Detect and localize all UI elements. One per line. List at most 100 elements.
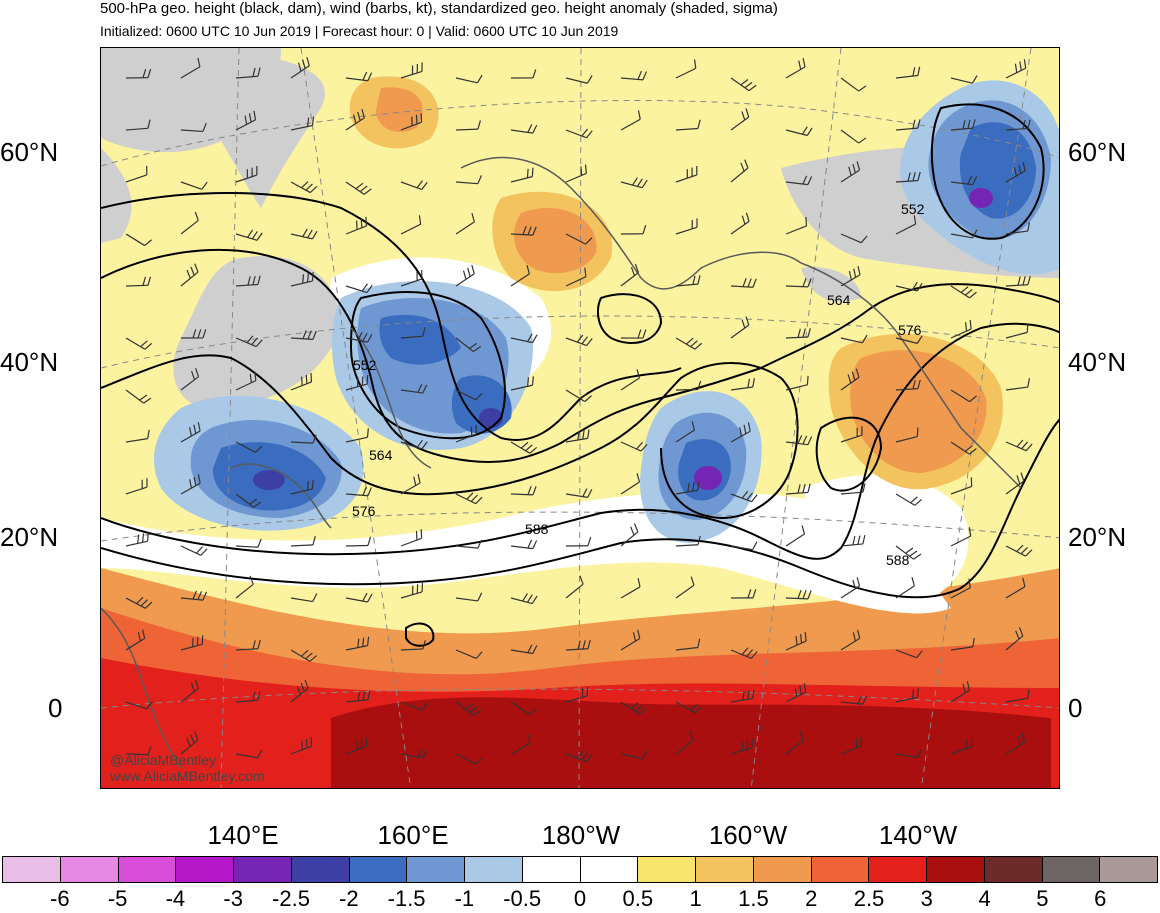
wind-barb <box>675 59 697 79</box>
wind-barb <box>125 629 146 651</box>
colorbar-swatch <box>696 857 754 882</box>
wind-barb <box>400 701 428 711</box>
contour-label-576-west: 576 <box>352 503 376 519</box>
graticule-180 <box>578 48 582 788</box>
wind-barb <box>290 679 309 703</box>
colorbar-swatch <box>1100 857 1157 882</box>
wind-barb <box>785 278 812 288</box>
colorbar-tick-label: -5 <box>107 886 128 911</box>
contour-label-564-west: 564 <box>369 447 393 463</box>
anomaly-zero-patch <box>801 474 969 608</box>
colorbar-swatch <box>1042 857 1101 882</box>
wind-barb <box>565 75 593 84</box>
colorbar-tick-label: -1.5 <box>387 886 426 911</box>
lat-label-20n-right: 20°N <box>1068 522 1127 552</box>
contour-label-588-east: 588 <box>886 552 910 568</box>
wind-barb <box>895 335 923 344</box>
wind-barb <box>895 688 919 703</box>
graticule <box>101 48 1059 788</box>
wind-barb <box>180 57 201 79</box>
wind-barb <box>510 485 537 496</box>
wind-barb <box>510 333 538 344</box>
wind-barb <box>950 175 978 186</box>
colorbar-tick-label: -2.5 <box>272 886 310 911</box>
wind-barb <box>400 327 426 339</box>
wind-barb <box>125 165 148 183</box>
wind-barb <box>345 536 372 547</box>
wind-barb <box>345 428 369 443</box>
wind-barb <box>290 593 318 603</box>
wind-barb <box>180 545 208 556</box>
wind-barb <box>125 745 152 756</box>
wind-barb <box>675 380 702 391</box>
contour-label-552-ne: 552 <box>901 201 925 217</box>
wind-barb <box>455 592 483 602</box>
wind-barb <box>125 701 153 710</box>
colorbar-swatch <box>118 857 177 882</box>
wind-barb <box>730 212 750 235</box>
wind-barb <box>565 575 584 599</box>
wind-barb <box>345 71 373 82</box>
wind-barb <box>895 427 919 443</box>
wind-barb <box>400 439 428 450</box>
colorbar-swatch <box>522 857 581 882</box>
wind-barb <box>180 635 204 651</box>
wind-barb <box>455 753 483 765</box>
colorbar-tick-label: 0.5 <box>622 886 654 911</box>
wind-barb <box>1005 577 1026 599</box>
wind-barb <box>1005 275 1031 287</box>
wind-barb <box>840 368 860 391</box>
graticule-60n <box>101 99 1059 167</box>
wind-barb <box>840 483 866 495</box>
wind-barb <box>345 283 373 294</box>
contour-label-group: 552 552 564 564 576 576 588 588 <box>352 201 925 568</box>
colorbar-tick-label: 5 <box>1036 886 1049 911</box>
wind-barb <box>565 429 590 443</box>
wind-barb <box>235 538 262 548</box>
wind-barb <box>345 375 369 391</box>
wind-barb <box>675 535 701 547</box>
wind-barb <box>400 640 426 651</box>
coastlines <box>101 156 1022 769</box>
wind-barb <box>180 474 201 495</box>
wind-barb <box>290 536 316 547</box>
wind-barb <box>510 226 537 236</box>
wind-barb <box>125 119 151 131</box>
wind-barb <box>730 490 758 503</box>
wind-barb <box>565 334 593 347</box>
wind-barb <box>1005 627 1024 651</box>
wind-barb <box>290 56 310 79</box>
wind-barb <box>840 161 861 183</box>
wind-barb <box>180 329 207 339</box>
colorbar-tick-label: 6 <box>1094 886 1107 911</box>
wind-barb <box>455 175 482 185</box>
colorbar-tick-label: -4 <box>165 886 186 911</box>
colorbar-swatch <box>234 857 292 882</box>
colorbar-tick-label: 3 <box>920 886 933 911</box>
wind-barb <box>400 383 428 394</box>
wind-barb <box>620 441 648 452</box>
wind-barb <box>400 748 428 759</box>
wind-barb <box>950 637 975 651</box>
wind-barb <box>895 749 923 758</box>
colorbar-tick-label: 2 <box>805 886 818 911</box>
wind-barb <box>950 229 978 239</box>
colorbar-swatch <box>927 857 985 882</box>
lat-label-0-left: 0 <box>48 693 63 723</box>
wind-barb <box>345 181 372 195</box>
colorbar-swatch <box>176 857 234 882</box>
wind-barb <box>620 701 647 715</box>
wind-barb <box>510 376 534 391</box>
contour-552-ne <box>930 103 1045 240</box>
wind-barb <box>180 679 199 703</box>
lat-label-60n-right: 60°N <box>1068 137 1127 167</box>
wind-barb <box>1005 59 1027 79</box>
wind-barb <box>895 171 921 183</box>
wind-barb <box>950 737 973 755</box>
wind-barb <box>785 175 813 186</box>
wind-barb <box>620 177 648 189</box>
wind-barb <box>235 166 258 183</box>
wind-barb <box>785 435 813 446</box>
colorbar-tick-label: -3 <box>223 886 243 911</box>
graticule-20n <box>101 511 1059 542</box>
